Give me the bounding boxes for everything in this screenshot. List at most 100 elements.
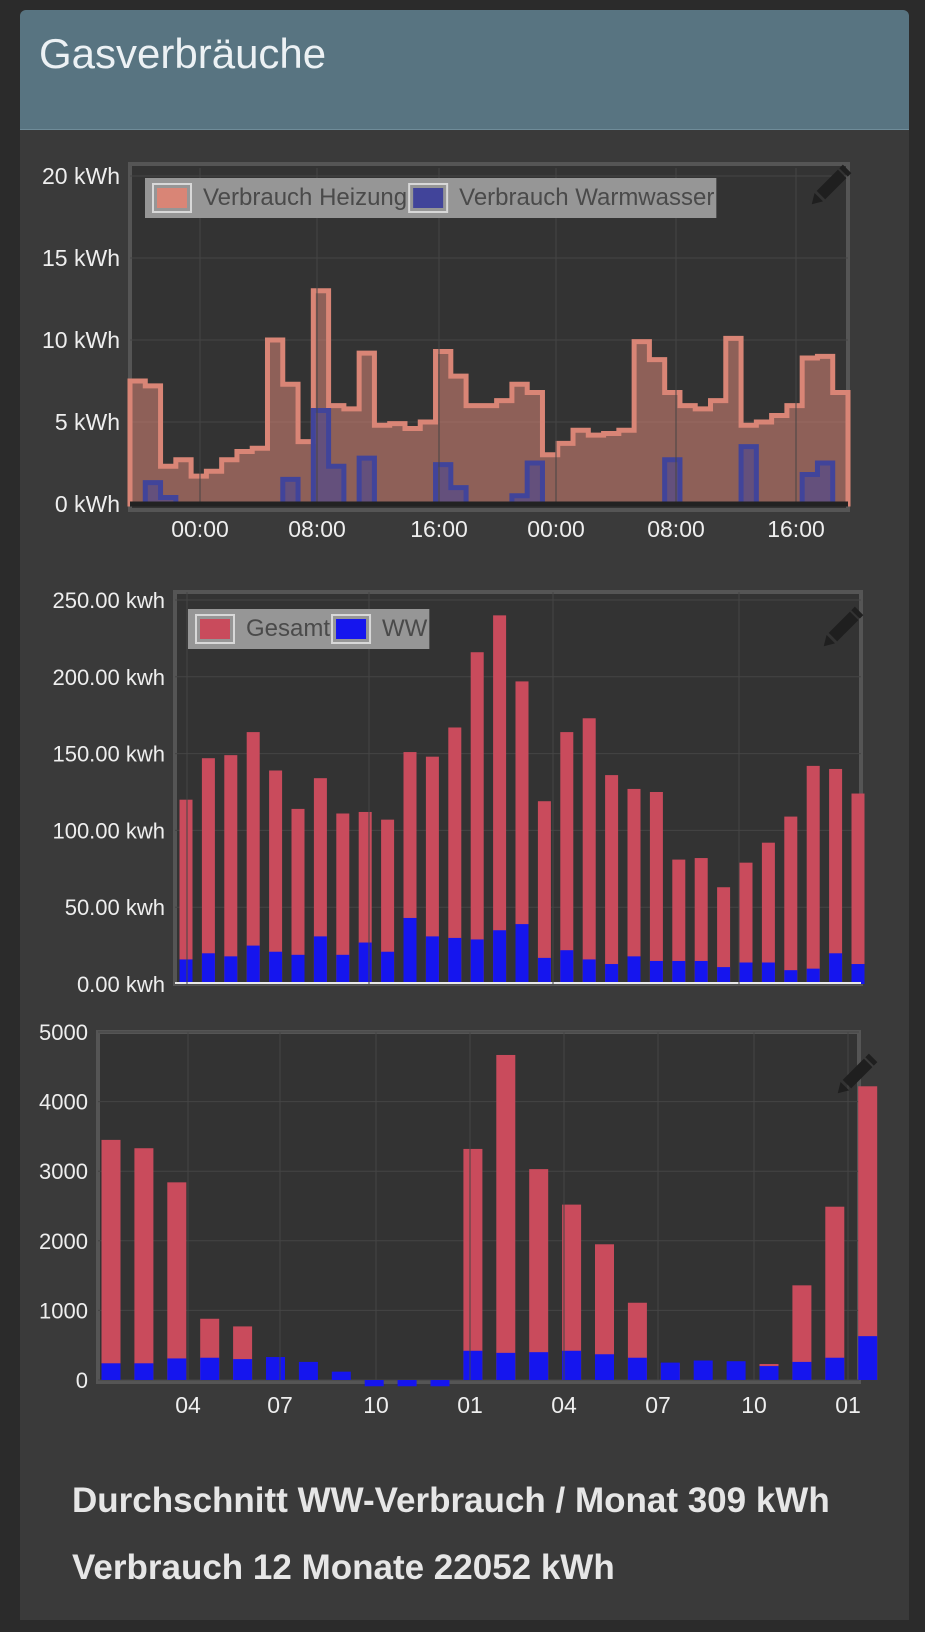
legend-swatch (157, 188, 187, 208)
gesamt-bar (582, 718, 596, 984)
gesamt-bar (792, 1285, 812, 1380)
gesamt-bar (806, 765, 820, 984)
gesamt-bar (448, 727, 462, 984)
gesamt-bar (269, 770, 283, 984)
gesamt-bar (463, 1148, 483, 1380)
ww-bar (381, 951, 395, 984)
ww-bar (364, 1380, 384, 1387)
x-tick-label: 04 (175, 1392, 201, 1418)
gesamt-bar (694, 858, 708, 984)
ww-bar (739, 962, 753, 984)
x-tick-label: 00:00 (171, 516, 229, 540)
pencil-icon[interactable] (807, 164, 852, 209)
y-tick-label: 10 kWh (42, 327, 120, 353)
ww-bar (246, 945, 260, 984)
x-tick-label: 01 (835, 1392, 861, 1418)
ww-bar (269, 951, 283, 984)
y-tick-label: 100.00 kwh (52, 818, 165, 843)
x-tick-label: 08:00 (647, 516, 705, 540)
ww-bar (448, 937, 462, 984)
y-tick-label: 5000 (39, 1020, 88, 1045)
gesamt-bar (496, 1054, 516, 1380)
legend-swatch-border (408, 183, 449, 213)
x-tick-label: 01 (721, 998, 747, 1000)
ww-bar (515, 924, 529, 984)
ww-bar (672, 960, 686, 984)
ww-bar (560, 950, 574, 984)
ww-bar (562, 1350, 582, 1380)
gesamt-bar (425, 756, 439, 984)
gesamt-bar (313, 778, 327, 984)
y-tick-label: 0.00 kwh (77, 972, 165, 997)
gesamt-bar (179, 799, 193, 984)
gesamt-bar (134, 1148, 154, 1380)
gesamt-bar (562, 1204, 582, 1380)
ww-bar (224, 956, 238, 984)
gesamt-bar (515, 681, 529, 984)
y-tick-label: 0 (76, 1368, 88, 1393)
ww-bar (291, 954, 305, 984)
legend: Gesamt WW (195, 614, 428, 644)
pencil-icon[interactable] (819, 606, 864, 651)
legend-swatch-border (195, 614, 235, 644)
y-tick-label: 20 kWh (42, 163, 120, 189)
gesamt-bar (381, 819, 395, 984)
x-tick-label: 10 (363, 1392, 389, 1418)
gesamt-bar (537, 801, 551, 984)
y-tick-label: 1000 (39, 1298, 88, 1323)
series-area (127, 288, 851, 507)
gesamt-bar (560, 732, 574, 984)
gesamt-bar (829, 768, 843, 984)
gesamt-bar (825, 1206, 845, 1380)
x-tick-label: 01 (457, 1392, 483, 1418)
ww-bar (425, 936, 439, 984)
legend-label: Verbrauch Heizung (203, 184, 407, 211)
gesamt-bar (493, 615, 507, 984)
x-tick-label: 16 (351, 998, 377, 1000)
gesamt-bar (358, 811, 372, 984)
gesamt-bar (605, 775, 619, 984)
ww-bar (582, 959, 596, 984)
ww-bar (529, 1352, 549, 1380)
total-consumption-text: Verbrauch 12 Monate 22052 kWh (72, 1548, 615, 1587)
legend-swatch (413, 188, 444, 208)
gesamt-bar (470, 652, 484, 984)
legend: Verbrauch Heizung Verbrauch Warmwasser (152, 183, 714, 213)
y-tick-label: 15 kWh (42, 245, 120, 271)
gesamt-bar (246, 732, 260, 984)
ww-bar (537, 957, 551, 984)
gesamt-bar (739, 862, 753, 984)
ww-bar (825, 1357, 845, 1380)
ww-bar (298, 1361, 318, 1380)
gesamt-bar (672, 859, 686, 984)
x-tick-label: 24 (535, 998, 561, 1000)
y-tick-label: 3000 (39, 1159, 88, 1184)
x-tick-label: 08:00 (288, 516, 346, 540)
ww-bar (595, 1354, 614, 1380)
y-tick-label: 0 kWh (55, 491, 120, 517)
ww-bar (660, 1362, 680, 1380)
x-tick-label: 07 (645, 1392, 671, 1418)
gas-panel: Gasverbräuche 0 kWh 5 kWh 10 kWh 15 kWh 20 k… (20, 10, 909, 1620)
legend-swatch-border (152, 183, 192, 213)
ww-bar (430, 1380, 450, 1387)
ww-bar (858, 1336, 878, 1380)
ww-bar (829, 953, 843, 984)
legend-swatch (200, 619, 230, 639)
gesamt-bar (529, 1169, 549, 1380)
ww-bar (759, 1366, 779, 1380)
ww-bar (167, 1358, 187, 1380)
y-tick-label: 5 kWh (55, 409, 120, 435)
legend-label: Gesamt (246, 615, 330, 642)
gesamt-bar (649, 792, 663, 984)
ww-bar (233, 1359, 253, 1380)
average-ww-text: Durchschnitt WW-Verbrauch / Monat 309 kW… (72, 1481, 830, 1520)
gesamt-bar (627, 788, 641, 984)
pencil-icon[interactable] (833, 1053, 878, 1098)
y-tick-label: 4000 (39, 1090, 88, 1115)
x-tick-label: 08 (169, 998, 195, 1000)
legend-label: WW (382, 615, 428, 642)
daily-chart: 0.00 kwh 50.00 kwh 100.00 kwh 150.00 kwh 200… (52, 588, 865, 1000)
y-tick-label: 50.00 kwh (65, 895, 165, 920)
ww-bar (331, 1371, 351, 1380)
